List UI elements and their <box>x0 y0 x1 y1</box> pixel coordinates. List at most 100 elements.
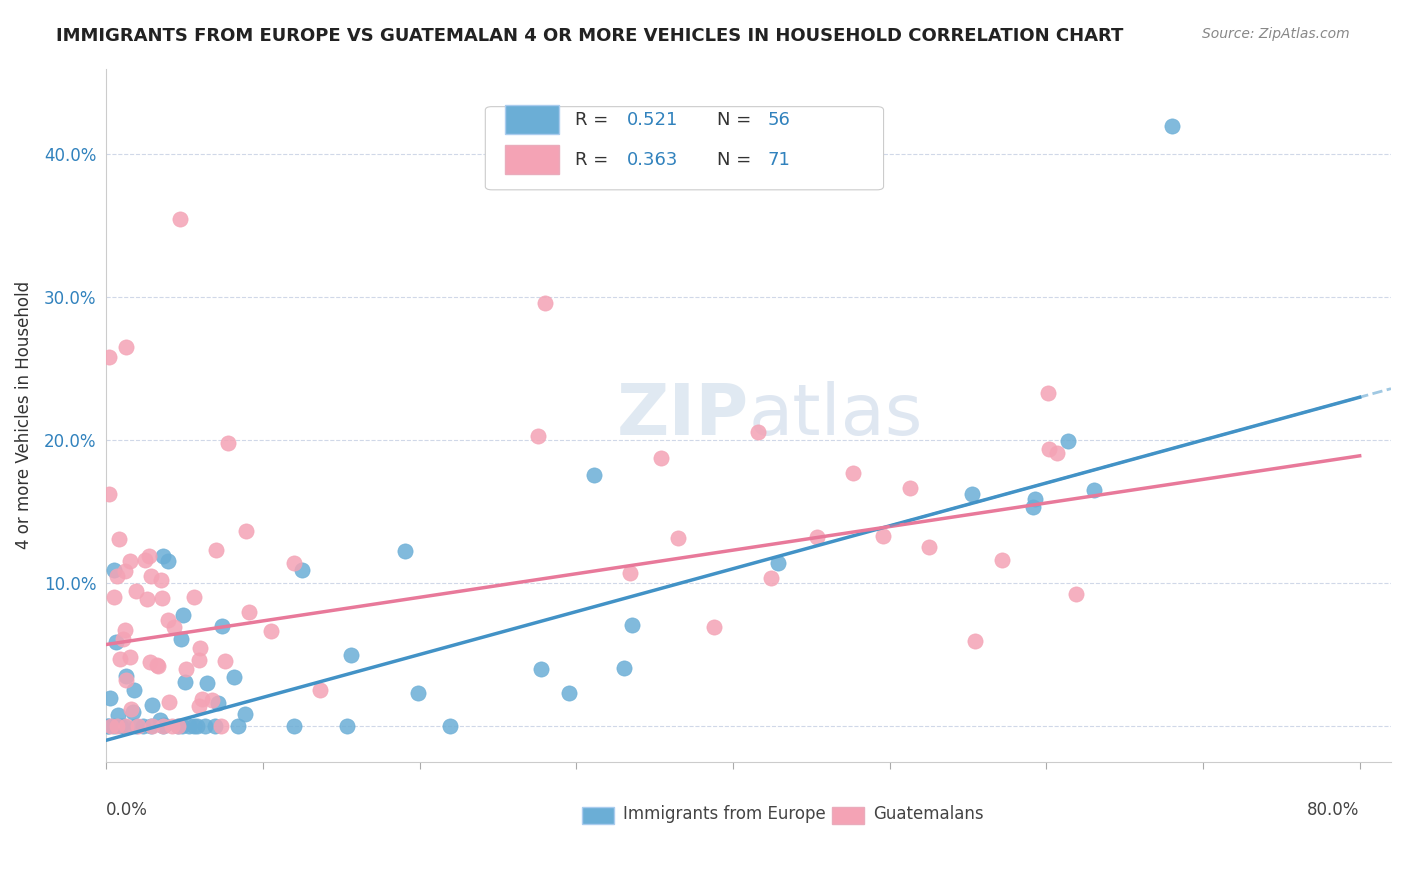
Point <box>138 655 160 669</box>
Text: R =: R = <box>575 111 614 128</box>
Point <box>207 697 229 711</box>
Point <box>114 623 136 637</box>
Point <box>108 652 131 666</box>
Text: R =: R = <box>575 151 614 169</box>
Point <box>100 719 122 733</box>
Point <box>167 719 190 733</box>
Point <box>115 669 138 683</box>
Point <box>174 662 197 676</box>
Point <box>191 691 214 706</box>
Point <box>1036 385 1059 400</box>
Point <box>103 563 125 577</box>
Point <box>183 590 205 604</box>
Point <box>177 719 200 733</box>
Text: 56: 56 <box>768 111 790 128</box>
Text: N =: N = <box>717 111 756 128</box>
Point <box>193 719 215 733</box>
Point <box>872 528 894 542</box>
Point <box>156 554 179 568</box>
Point <box>114 673 136 687</box>
Point <box>114 564 136 578</box>
Point <box>97 487 120 501</box>
Point <box>170 719 193 733</box>
Point <box>620 617 643 632</box>
Point <box>1057 434 1080 448</box>
Point <box>107 707 129 722</box>
Point <box>226 719 249 733</box>
Point <box>150 573 173 587</box>
Point <box>166 719 188 733</box>
Point <box>235 524 257 538</box>
Point <box>120 650 142 665</box>
Point <box>898 481 921 495</box>
Point <box>118 553 141 567</box>
Text: Guatemalans: Guatemalans <box>873 805 984 822</box>
Point <box>138 549 160 563</box>
Point <box>124 682 146 697</box>
Point <box>152 719 174 733</box>
Point <box>991 553 1014 567</box>
Point <box>132 719 155 733</box>
Text: atlas: atlas <box>748 381 924 450</box>
Point <box>149 714 172 728</box>
Point <box>963 634 986 648</box>
Point <box>139 569 162 583</box>
Point <box>842 466 865 480</box>
Point <box>98 691 121 706</box>
FancyBboxPatch shape <box>485 107 883 190</box>
Point <box>283 556 305 570</box>
Point <box>703 620 725 634</box>
Point <box>283 719 305 733</box>
Point <box>125 583 148 598</box>
Point <box>259 624 281 638</box>
Point <box>115 340 138 354</box>
Point <box>141 719 163 733</box>
Bar <box>582 806 614 824</box>
Bar <box>832 806 865 824</box>
Y-axis label: 4 or more Vehicles in Household: 4 or more Vehicles in Household <box>15 281 32 549</box>
Point <box>152 719 174 733</box>
Point <box>136 591 159 606</box>
Point <box>112 632 135 647</box>
Point <box>150 591 173 606</box>
Text: IMMIGRANTS FROM EUROPE VS GUATEMALAN 4 OR MORE VEHICLES IN HOUSEHOLD CORRELATION: IMMIGRANTS FROM EUROPE VS GUATEMALAN 4 O… <box>56 27 1123 45</box>
Point <box>103 590 125 604</box>
Point <box>1038 442 1060 456</box>
Point <box>162 719 184 733</box>
Point <box>218 436 240 450</box>
Point <box>209 719 232 733</box>
Point <box>211 619 233 633</box>
Text: 80.0%: 80.0% <box>1308 800 1360 819</box>
Point <box>141 698 163 713</box>
Point <box>205 543 228 558</box>
Point <box>406 686 429 700</box>
Point <box>204 719 226 733</box>
Point <box>1160 119 1182 133</box>
Point <box>125 719 148 733</box>
Point <box>309 683 332 698</box>
Point <box>558 686 581 700</box>
Point <box>187 652 209 666</box>
Text: 0.363: 0.363 <box>627 151 678 169</box>
Point <box>335 719 357 733</box>
Point <box>157 613 180 627</box>
Text: Immigrants from Europe: Immigrants from Europe <box>623 805 825 822</box>
Point <box>105 719 128 733</box>
Point <box>169 632 191 647</box>
Point <box>806 530 828 544</box>
Point <box>115 719 138 733</box>
Point <box>112 719 135 733</box>
Point <box>1022 500 1045 514</box>
Point <box>103 719 125 733</box>
Point <box>747 425 769 439</box>
Point <box>172 608 194 623</box>
Point <box>127 719 149 733</box>
Point <box>195 675 218 690</box>
Point <box>188 640 211 655</box>
Point <box>582 468 605 483</box>
Point <box>97 350 120 364</box>
Point <box>201 692 224 706</box>
Point <box>153 717 176 731</box>
Point <box>183 719 205 733</box>
Point <box>619 566 641 581</box>
